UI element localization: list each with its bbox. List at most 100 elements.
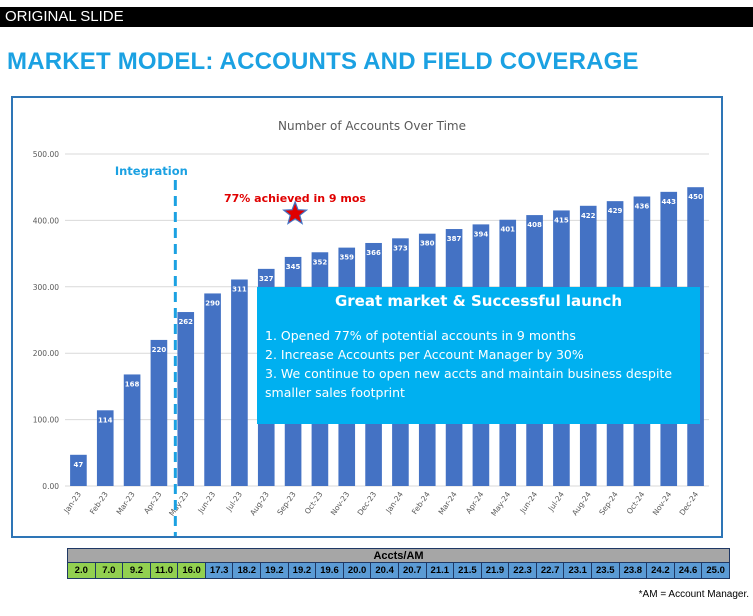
slide-banner: ORIGINAL SLIDE (0, 7, 753, 27)
x-tick-label: Aug-24 (570, 490, 593, 517)
x-tick-label: Jul-23 (224, 490, 244, 514)
y-tick-label: 400.00 (33, 216, 59, 225)
table-cell: 19.6 (315, 562, 344, 579)
x-tick-label: Dec-24 (677, 490, 700, 517)
data-label: 436 (635, 202, 650, 210)
table-cell: 20.0 (342, 562, 372, 579)
table-cell: 18.2 (232, 562, 262, 579)
data-label: 373 (393, 244, 408, 252)
table-cell: 22.7 (535, 562, 565, 579)
data-label: 345 (286, 263, 301, 271)
data-label: 429 (608, 207, 623, 215)
y-tick-label: 500.00 (33, 150, 59, 159)
data-label: 443 (661, 198, 676, 206)
table-cell: 24.2 (646, 562, 675, 579)
table-cell: 21.1 (425, 562, 455, 579)
table-cell: 24.6 (673, 562, 703, 579)
y-tick-label: 0.00 (42, 482, 59, 491)
x-tick-label: Mar-23 (114, 490, 136, 517)
callout-point-1: 1. Opened 77% of potential accounts in 9… (265, 328, 576, 343)
bar-Apr-23 (150, 339, 168, 486)
x-tick-label: Nov-24 (651, 490, 674, 517)
data-label: 327 (259, 275, 274, 283)
bar-Jul-23 (231, 279, 248, 486)
table-cell: 20.4 (370, 562, 399, 579)
x-tick-label: Feb-23 (88, 490, 110, 516)
data-label: 408 (527, 221, 542, 229)
bar-Jan-23 (70, 454, 87, 486)
data-label: 450 (688, 193, 703, 201)
achievement-label: 77% achieved in 9 mos (224, 192, 366, 205)
callout-box: Great market & Successful launch 1. Open… (257, 287, 700, 424)
x-tick-label: May-23 (167, 490, 190, 518)
data-label: 262 (178, 318, 193, 326)
x-tick-label: Apr-23 (142, 490, 164, 516)
data-label: 380 (420, 240, 435, 248)
y-tick-label: 100.00 (33, 416, 59, 425)
table-cell: 21.5 (453, 562, 482, 579)
page-title: MARKET MODEL: ACCOUNTS AND FIELD COVERAG… (7, 48, 639, 75)
star-icon (282, 200, 309, 225)
bar-Mar-23 (123, 374, 141, 486)
x-tick-label: Nov-23 (329, 490, 352, 517)
x-tick-label: May-24 (489, 490, 512, 518)
table-cell: 9.2 (122, 562, 151, 579)
table-cell: 20.7 (397, 562, 427, 579)
data-label: 387 (447, 235, 462, 243)
table-cell: 25.0 (701, 562, 730, 579)
callout-point-3: 3. We continue to open new accts and mai… (265, 366, 673, 400)
table-cell: 23.5 (590, 562, 620, 579)
data-label: 168 (125, 380, 140, 388)
x-tick-label: Sep-24 (597, 490, 620, 517)
table-cell: 17.3 (204, 562, 234, 579)
table-cell: 23.1 (563, 562, 592, 579)
y-tick-label: 200.00 (33, 349, 59, 358)
table-cell: 11.0 (149, 562, 179, 579)
x-tick-label: Sep-23 (275, 490, 298, 517)
data-label: 415 (554, 216, 569, 224)
footnote: *AM = Account Manager. (638, 589, 749, 600)
table-row: 2.0 7.0 9.2 11.0 16.0 17.3 18.2 19.2 19.2 19.6 20.… (67, 562, 730, 579)
data-label: 359 (339, 254, 354, 262)
x-tick-label: Jun-24 (518, 490, 540, 516)
table-cell: 19.2 (287, 562, 317, 579)
data-label: 114 (98, 416, 113, 424)
data-label: 47 (74, 461, 84, 469)
table-cell: 16.0 (177, 562, 206, 579)
data-label: 394 (474, 230, 489, 238)
callout-point-2: 2. Increase Accounts per Account Manager… (265, 347, 584, 362)
bar-May-23 (177, 312, 195, 486)
chart-title: Number of Accounts Over Time (278, 119, 466, 133)
x-tick-label: Jul-24 (546, 490, 566, 514)
y-tick-label: 300.00 (33, 283, 59, 292)
table-cell: 21.9 (480, 562, 510, 579)
x-tick-label: Jan-24 (383, 490, 405, 516)
data-label: 401 (500, 226, 515, 234)
data-label: 366 (366, 249, 381, 257)
data-label: 290 (205, 299, 220, 307)
x-tick-label: Jun-23 (196, 490, 218, 516)
x-tick-label: Dec-23 (355, 490, 378, 517)
callout-title: Great market & Successful launch (334, 292, 623, 310)
bar-Feb-23 (96, 410, 114, 486)
accounts-per-am-table: Accts/AM 2.0 7.0 9.2 11.0 16.0 17.3 18.2 19.2 19… (67, 548, 730, 579)
integration-label: Integration (115, 164, 188, 178)
bar-Jun-23 (204, 293, 221, 486)
table-cell: 23.8 (618, 562, 648, 579)
x-tick-label: Oct-23 (303, 490, 325, 516)
table-cell: 2.0 (67, 562, 96, 579)
x-tick-label: Oct-24 (625, 490, 647, 516)
x-tick-label: Apr-24 (464, 490, 486, 516)
x-tick-label: Mar-24 (436, 490, 458, 517)
x-tick-label: Aug-23 (248, 490, 271, 517)
x-tick-label: Jan-23 (61, 490, 83, 516)
data-label: 220 (152, 346, 167, 354)
table-header: Accts/AM (67, 548, 730, 563)
table-cell: 7.0 (94, 562, 124, 579)
x-tick-label: Feb-24 (410, 490, 432, 516)
table-cell: 19.2 (260, 562, 289, 579)
data-label: 352 (313, 258, 328, 266)
table-cell: 22.3 (508, 562, 537, 579)
data-label: 422 (581, 212, 596, 220)
data-label: 311 (232, 285, 247, 293)
